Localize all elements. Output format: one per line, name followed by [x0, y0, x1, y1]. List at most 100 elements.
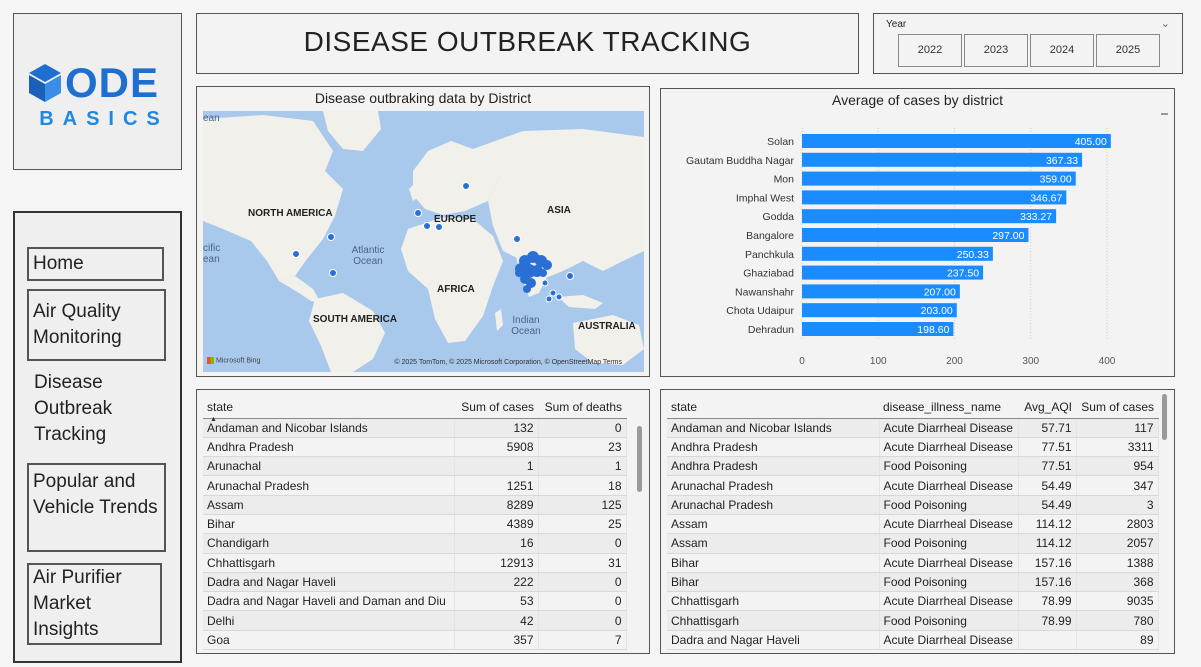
map-marker[interactable]: [549, 289, 557, 297]
map-marker[interactable]: [327, 233, 335, 241]
table-row[interactable]: Assam Acute Diarrheal Disease 114.12 2803: [667, 514, 1159, 535]
data-label: 333.27: [1020, 211, 1052, 223]
bar[interactable]: [802, 228, 1029, 242]
x-tick-label: 300: [1022, 356, 1039, 367]
table-row[interactable]: Arunachal Pradesh 1251 18: [203, 475, 627, 496]
table-cell: 31: [538, 553, 627, 573]
map-marker[interactable]: [435, 223, 443, 231]
bar-chart: 0 100 200 300 400 Solan 405.00 Gautam Buddha Na…: [686, 128, 1116, 367]
bar-chart-scroll-indicator[interactable]: [1161, 113, 1168, 115]
table-row[interactable]: Chhattisgarh 12913 31: [203, 553, 627, 573]
map-marker[interactable]: [292, 250, 300, 258]
column-header-sum-of-deaths[interactable]: Sum of deaths: [538, 396, 626, 419]
table-cell: Bihar: [667, 553, 880, 573]
nav-disease-outbreak-tracking[interactable]: Disease Outbreak Tracking: [34, 372, 113, 445]
map-label-north-america: NORTH AMERICA: [248, 208, 333, 219]
year-option-2025[interactable]: 2025: [1096, 34, 1160, 67]
table-row[interactable]: Andhra Pradesh 5908 23: [203, 437, 627, 458]
data-label: 297.00: [992, 230, 1024, 242]
table-row[interactable]: Bihar 4389 25: [203, 514, 627, 535]
map-label-africa: AFRICA: [437, 284, 475, 295]
table-cell: Acute Diarrheal Disease: [879, 591, 1019, 612]
map-marker[interactable]: [541, 279, 549, 287]
table-cell: Food Poisoning: [879, 456, 1019, 477]
bar[interactable]: [802, 265, 984, 280]
nav-popular-vehicle-trends[interactable]: Popular and Vehicle Trends: [27, 463, 166, 552]
table-row[interactable]: Assam Food Poisoning 114.12 2057: [667, 533, 1159, 554]
bar[interactable]: [802, 322, 954, 336]
table-cell: Acute Diarrheal Disease: [879, 418, 1019, 438]
column-header-sum-of-cases[interactable]: Sum of cases: [454, 396, 538, 419]
cube-logo-icon: [29, 64, 61, 102]
table-row[interactable]: Assam 8289 125: [203, 495, 627, 515]
table-cell: 23: [538, 437, 627, 458]
year-option-2024[interactable]: 2024: [1030, 34, 1094, 67]
table-row[interactable]: Dadra and Nagar Haveli 222 0: [203, 572, 627, 593]
table-cell: 0: [538, 572, 627, 593]
bar[interactable]: [802, 209, 1057, 224]
table-row[interactable]: Arunachal Pradesh Acute Diarrheal Disease…: [667, 475, 1159, 496]
table-row[interactable]: Chhattisgarh Food Poisoning 78.99 780: [667, 610, 1159, 631]
nav-air-quality-monitoring[interactable]: Air Quality Monitoring: [27, 289, 166, 361]
nav-home[interactable]: Home: [27, 247, 164, 281]
map-attribution[interactable]: © 2025 TomTom, © 2025 Microsoft Corporat…: [394, 359, 622, 366]
scrollbar[interactable]: [637, 426, 642, 492]
table-cell: 0: [538, 610, 627, 631]
category-label: Imphal West: [736, 192, 794, 204]
map-markers: [292, 182, 574, 303]
table-row[interactable]: Andaman and Nicobar Islands 132 0: [203, 418, 627, 438]
bar[interactable]: [802, 303, 957, 318]
map-marker[interactable]: [423, 222, 431, 230]
table-row[interactable]: Goa 357 7: [203, 630, 627, 651]
table-cell: Arunachal Pradesh: [203, 475, 455, 496]
scrollbar[interactable]: [1162, 394, 1167, 440]
table-cell: Acute Diarrheal Disease: [879, 514, 1019, 535]
table-row[interactable]: Andhra Pradesh Food Poisoning 77.51 954: [667, 456, 1159, 477]
bar-chart-title: Average of cases by district: [832, 92, 1003, 108]
map-label-australia: AUSTRALIA: [578, 321, 636, 332]
column-header-state[interactable]: state: [667, 396, 879, 419]
map-marker[interactable]: [414, 209, 422, 217]
column-header-disease-illness-name[interactable]: disease_illness_name: [879, 396, 1018, 419]
map-marker[interactable]: [329, 269, 337, 277]
table-row[interactable]: Dadra and Nagar Haveli and Daman and Diu…: [203, 591, 627, 612]
table-row[interactable]: Delhi 42 0: [203, 610, 627, 631]
sort-ascending-icon[interactable]: ▲: [210, 416, 217, 423]
bar[interactable]: [802, 190, 1067, 205]
year-option-2023[interactable]: 2023: [964, 34, 1028, 67]
map-marker[interactable]: [545, 295, 553, 303]
table-cell: 1: [538, 456, 627, 477]
column-header-state[interactable]: state: [203, 396, 454, 419]
column-header-avg-aqi[interactable]: Avg_AQI: [1018, 396, 1076, 419]
table-row[interactable]: Chandigarh 16 0: [203, 533, 627, 554]
table-row[interactable]: Andhra Pradesh Acute Diarrheal Disease 77.…: [667, 437, 1159, 458]
table-row[interactable]: Andaman and Nicobar Islands Acute Diarrhe…: [667, 418, 1159, 438]
table-row[interactable]: Chhattisgarh Acute Diarrheal Disease 78.99…: [667, 591, 1159, 612]
year-slicer-label: Year: [886, 19, 907, 30]
table-cell: 114.12: [1018, 514, 1077, 535]
table-cell: Food Poisoning: [879, 572, 1019, 593]
nav-air-purifier-market[interactable]: Air Purifier Market Insights: [27, 563, 162, 645]
table-row[interactable]: Bihar Acute Diarrheal Disease 157.16 1388: [667, 553, 1159, 573]
table-row[interactable]: Dadra and Nagar Haveli Acute Diarrheal Di…: [667, 630, 1159, 651]
state-disease-aqi-table: state disease_illness_name Avg_AQI Sum o…: [660, 389, 1175, 654]
map-marker[interactable]: [566, 272, 574, 280]
map-marker[interactable]: [555, 293, 563, 301]
bar[interactable]: [802, 152, 1083, 167]
bar[interactable]: [802, 246, 993, 261]
map-canvas[interactable]: NORTH AMERICA EUROPE ASIA AFRICA SOUTH A…: [203, 111, 644, 372]
table-row[interactable]: Arunachal 1 1: [203, 456, 627, 477]
year-option-2022[interactable]: 2022: [898, 34, 962, 67]
column-header-sum-of-cases[interactable]: Sum of cases: [1076, 396, 1158, 419]
table-row[interactable]: Arunachal Pradesh Food Poisoning 54.49 3: [667, 495, 1159, 515]
chevron-down-icon[interactable]: ⌄: [1160, 18, 1170, 30]
category-label: Gautam Buddha Nagar: [686, 155, 794, 167]
map-marker[interactable]: [462, 182, 470, 190]
bar[interactable]: [802, 171, 1076, 186]
map-marker[interactable]: [513, 235, 521, 243]
bar[interactable]: [802, 284, 960, 299]
table-row[interactable]: Bihar Food Poisoning 157.16 368: [667, 572, 1159, 593]
logo-subtitle: BASICS: [39, 108, 169, 130]
bar[interactable]: [802, 134, 1111, 148]
table-cell: Acute Diarrheal Disease: [879, 437, 1019, 458]
